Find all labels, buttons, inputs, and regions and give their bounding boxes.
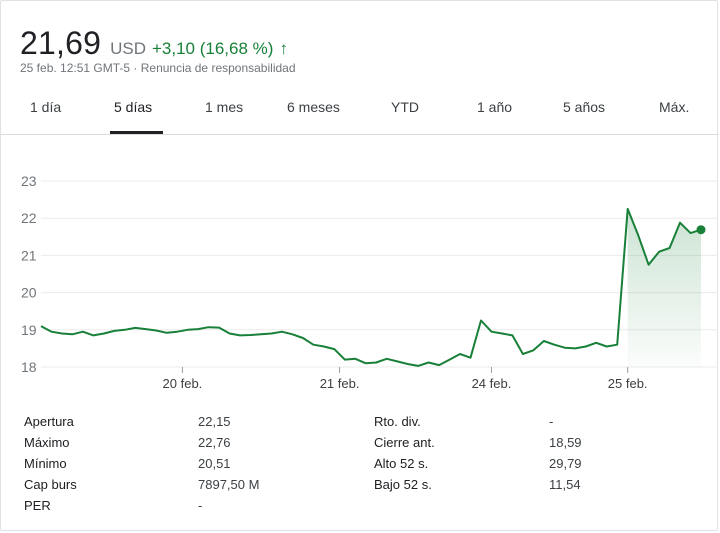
stat-label-cierre-ant: Cierre ant.	[374, 435, 435, 450]
tab-5-dias[interactable]: 5 días	[114, 99, 153, 115]
tab-ytd[interactable]: YTD	[391, 99, 419, 115]
stat-label-cap-burs: Cap burs	[24, 477, 77, 492]
y-tick-20: 20	[21, 285, 37, 301]
stat-value-alto-52s: 29,79	[549, 456, 582, 471]
x-tick-2: 24 feb.	[472, 376, 512, 391]
stat-value-maximo: 22,76	[198, 435, 231, 450]
x-tick-0: 20 feb.	[163, 376, 203, 391]
last-price-dot	[696, 225, 706, 235]
y-tick-19: 19	[21, 322, 37, 338]
area-fill-latest-day	[627, 208, 701, 367]
tab-1-mes[interactable]: 1 mes	[205, 99, 244, 115]
tab-1-ano[interactable]: 1 año	[477, 99, 513, 115]
stat-value-minimo: 20,51	[198, 456, 231, 471]
stat-label-rto-div: Rto. div.	[374, 414, 421, 429]
y-tick-22: 22	[21, 210, 37, 226]
current-price: 21,69	[20, 25, 102, 61]
stat-label-maximo: Máximo	[24, 435, 70, 450]
timestamp-disclaimer: 25 feb. 12:51 GMT-5 · Renuncia de respon…	[20, 61, 296, 75]
price-header: 21,69 USD +3,10 (16,68 %) ↑	[20, 25, 288, 62]
tab-6-meses[interactable]: 6 meses	[287, 99, 340, 115]
price-line	[40, 207, 702, 367]
stat-value-cierre-ant: 18,59	[549, 435, 582, 450]
stat-value-cap-burs: 7897,50 M	[198, 477, 260, 492]
y-tick-18: 18	[21, 359, 37, 375]
stat-label-bajo-52s: Bajo 52 s.	[374, 477, 432, 492]
y-tick-23: 23	[21, 173, 37, 189]
stat-label-per: PER	[24, 498, 51, 513]
stat-value-rto-div: -	[549, 414, 554, 429]
tab-5-anos[interactable]: 5 años	[563, 99, 606, 115]
currency-label: USD	[110, 39, 146, 58]
stat-value-per: -	[198, 498, 203, 513]
x-tick-3: 25 feb.	[608, 376, 648, 391]
arrow-up-icon: ↑	[279, 39, 288, 58]
stat-value-bajo-52s: 11,54	[549, 477, 581, 492]
price-change: +3,10 (16,68 %)	[151, 39, 274, 58]
tab-max[interactable]: Máx.	[659, 99, 690, 115]
stat-label-alto-52s: Alto 52 s.	[374, 456, 429, 471]
x-tick-1: 21 feb.	[320, 376, 360, 391]
stat-value-apertura: 22,15	[198, 414, 231, 429]
y-tick-21: 21	[21, 247, 37, 263]
active-tab-indicator	[110, 131, 163, 134]
stat-label-minimo: Mínimo	[24, 456, 67, 471]
stat-label-apertura: Apertura	[24, 414, 74, 429]
range-tabs: 1 día 5 días 1 mes 6 meses YTD 1 año 5 a…	[1, 91, 719, 135]
price-chart[interactable]: 23 22 21 20 19 18 20 feb. 21 feb. 24 feb. 25 feb.	[1, 161, 719, 401]
tab-1-dia[interactable]: 1 día	[30, 99, 62, 115]
